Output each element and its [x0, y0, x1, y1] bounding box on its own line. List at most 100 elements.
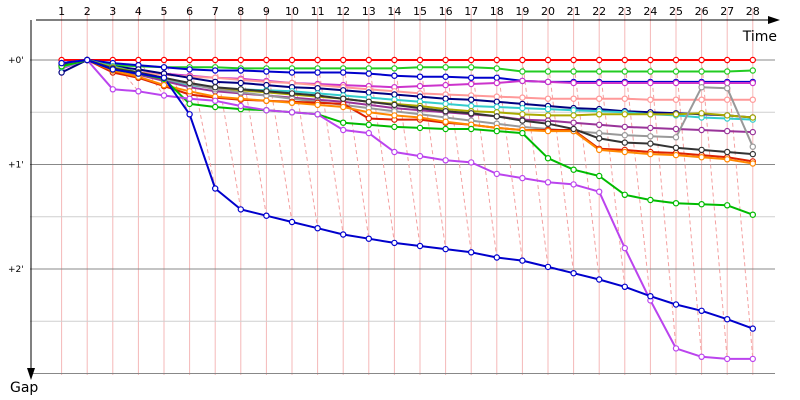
x-tick-label: 15 — [413, 5, 427, 18]
data-point — [442, 157, 449, 164]
lap-connector — [445, 59, 472, 253]
data-point — [724, 156, 731, 163]
data-point — [263, 97, 270, 105]
data-point — [442, 107, 449, 115]
data-point — [493, 65, 500, 72]
data-point — [391, 239, 398, 247]
data-point — [724, 112, 731, 119]
data-point — [749, 143, 757, 150]
data-point — [314, 84, 321, 92]
data-point — [621, 79, 629, 87]
data-point — [596, 111, 603, 118]
data-point — [749, 211, 757, 218]
data-point — [724, 96, 731, 103]
series-line-16 — [61, 59, 754, 330]
data-point — [544, 78, 552, 86]
data-point — [621, 68, 629, 75]
data-point — [340, 95, 347, 102]
data-point — [698, 96, 705, 103]
data-point — [519, 94, 526, 101]
series-line-2 — [61, 59, 753, 73]
data-point — [544, 179, 552, 186]
data-point — [186, 100, 193, 108]
data-point — [468, 96, 475, 103]
data-point — [186, 88, 193, 95]
data-point — [288, 56, 296, 64]
data-point — [340, 103, 347, 111]
x-tick-label: 18 — [490, 5, 504, 18]
data-point — [621, 148, 629, 156]
data-point — [698, 146, 705, 154]
data-point — [365, 235, 372, 242]
data-point — [621, 283, 629, 290]
data-point — [519, 111, 526, 118]
data-point — [468, 125, 475, 133]
data-point — [186, 111, 193, 118]
data-point — [672, 56, 680, 64]
x-tick-label: 13 — [362, 5, 376, 18]
data-point — [263, 68, 270, 75]
data-point — [698, 307, 705, 314]
data-point — [647, 56, 654, 64]
data-point — [160, 81, 168, 89]
data-point — [160, 56, 168, 64]
data-point — [596, 172, 603, 180]
data-point — [672, 125, 680, 133]
data-point — [237, 95, 244, 102]
data-point — [263, 56, 270, 64]
data-point — [544, 112, 552, 119]
lap-connector — [470, 59, 498, 258]
data-point — [365, 115, 372, 122]
data-point — [621, 123, 629, 131]
data-point — [621, 56, 629, 64]
data-point — [544, 105, 552, 113]
data-point — [724, 355, 731, 363]
data-point — [442, 125, 449, 133]
data-point — [211, 56, 219, 64]
data-point — [570, 112, 577, 119]
x-tick-label: 10 — [285, 5, 299, 18]
data-point — [621, 111, 629, 118]
data-point — [416, 82, 424, 90]
data-point — [621, 131, 629, 139]
x-tick-label: 4 — [135, 5, 142, 18]
data-point — [391, 123, 398, 131]
data-point — [365, 56, 372, 64]
data-point — [416, 152, 424, 160]
data-point — [416, 93, 424, 100]
data-point — [647, 150, 654, 158]
data-point — [749, 150, 757, 158]
data-point — [186, 95, 193, 102]
data-point — [519, 56, 526, 64]
data-point — [365, 121, 372, 129]
data-point — [698, 56, 705, 64]
x-tick-label: 24 — [643, 5, 657, 18]
data-point — [314, 224, 321, 232]
series-line-12 — [61, 59, 753, 165]
data-point — [596, 129, 603, 137]
lap-connector — [649, 59, 677, 349]
data-point — [314, 92, 321, 99]
x-axis-arrow — [768, 16, 780, 24]
data-point — [570, 56, 577, 64]
data-point — [698, 153, 705, 161]
data-point — [109, 66, 117, 73]
data-point — [596, 56, 603, 64]
data-point — [596, 135, 603, 142]
data-point — [493, 93, 500, 100]
data-point — [263, 81, 270, 89]
data-point — [647, 133, 654, 140]
data-point — [570, 95, 577, 102]
data-point — [288, 99, 296, 107]
data-point — [570, 166, 577, 173]
y-axis-arrow — [27, 368, 35, 380]
data-point — [468, 74, 475, 82]
data-point — [724, 148, 731, 156]
data-point — [211, 78, 219, 86]
data-point — [749, 325, 757, 332]
data-point — [544, 68, 552, 75]
data-point — [468, 110, 475, 117]
x-tick-label: 28 — [746, 5, 760, 18]
data-point — [647, 140, 654, 147]
data-point — [288, 90, 296, 97]
